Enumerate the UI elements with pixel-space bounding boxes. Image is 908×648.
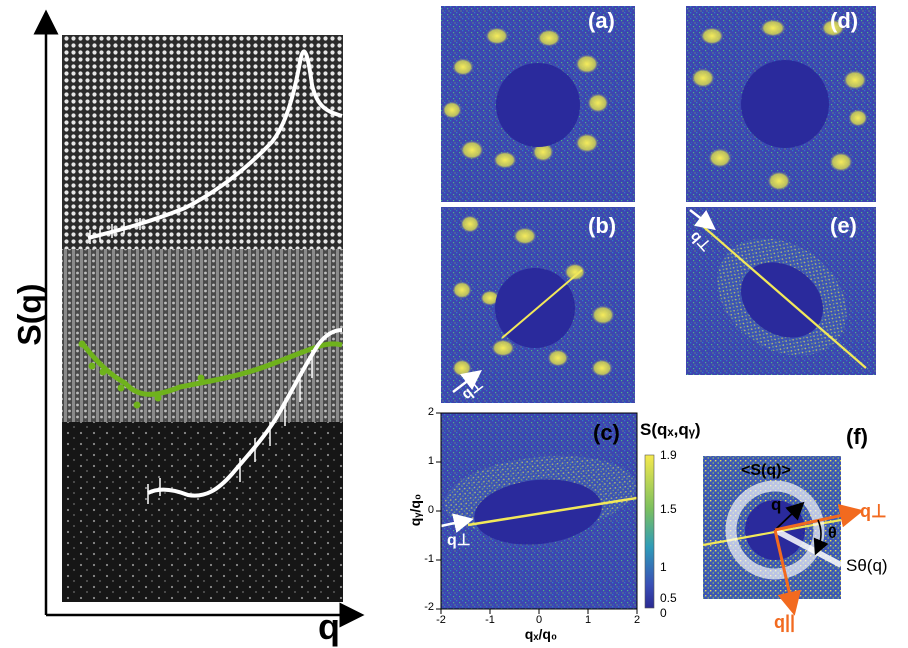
panel-f-s-theta-label: Sθ(q)	[846, 556, 888, 575]
sq-errorbars-bottom	[147, 350, 313, 504]
sq-curve-green	[80, 341, 343, 397]
panel-e	[686, 207, 876, 375]
colorbar-tick-1: 1	[660, 560, 667, 574]
micrograph-disordered	[62, 422, 343, 602]
panel-c-ytick-2: 2	[427, 406, 434, 418]
colorbar-tick-05: 0.5	[660, 591, 677, 605]
panel-c-xtick-2: 2	[633, 614, 641, 626]
colorbar	[645, 455, 654, 608]
panel-a	[441, 6, 635, 202]
panel-label-f: (f)	[846, 424, 868, 449]
panel-f-ring-label: <S(q)>	[741, 462, 791, 479]
panel-c-ytick-m2: -2	[424, 601, 434, 613]
panel-c-xtick-m2: -2	[436, 614, 446, 626]
colorbar-tick-0: 0	[660, 606, 667, 620]
colorbar-tick-15: 1.5	[660, 502, 677, 516]
panel-c-xtick-0: 0	[535, 614, 543, 626]
panel-c-xtick-m1: -1	[485, 614, 495, 626]
panel-label-e: (e)	[830, 213, 857, 238]
sq-curve-top	[87, 49, 343, 240]
panel-label-a: (a)	[588, 8, 615, 33]
panel-b	[441, 207, 635, 403]
sq-curve-bottom	[147, 328, 343, 498]
panel-c-x-axis-label: qₓ/q₀	[524, 626, 558, 642]
sq-errorbars-top	[89, 218, 141, 244]
panel-c-xtick-1: 1	[584, 614, 592, 626]
panel-f-q-par-label: q||	[774, 612, 796, 632]
micrograph-hexagonal	[62, 35, 343, 249]
colorbar-title: S(qₓ,qᵧ)	[640, 420, 701, 439]
panel-label-b: (b)	[588, 213, 617, 238]
panel-c-ytick-1: 1	[427, 455, 434, 467]
micrograph-striped	[62, 249, 343, 422]
left-x-axis-label: q	[318, 606, 340, 647]
panel-f-q-label: q	[771, 495, 782, 514]
panel-c-ytick-0: 0	[427, 504, 434, 516]
colorbar-tick-19: 1.9	[660, 448, 677, 462]
panel-c-y-axis-label: qᵧ/q₀	[407, 493, 423, 527]
panel-f-q-perp-label: q⊥	[860, 501, 887, 521]
panel-d	[686, 6, 876, 202]
panel-c-ytick-m1: -1	[424, 553, 434, 565]
sq-points-green	[78, 340, 205, 409]
panel-label-d: (d)	[830, 8, 859, 33]
panel-label-c: (c)	[593, 420, 620, 445]
panel-c-arrow-label: q⊥	[447, 532, 471, 549]
panel-f-theta-label: θ	[828, 525, 837, 542]
left-panel	[33, 9, 365, 628]
panel-f	[703, 456, 864, 616]
panel-c	[436, 412, 655, 614]
left-y-axis-label: S(q)	[11, 283, 48, 346]
